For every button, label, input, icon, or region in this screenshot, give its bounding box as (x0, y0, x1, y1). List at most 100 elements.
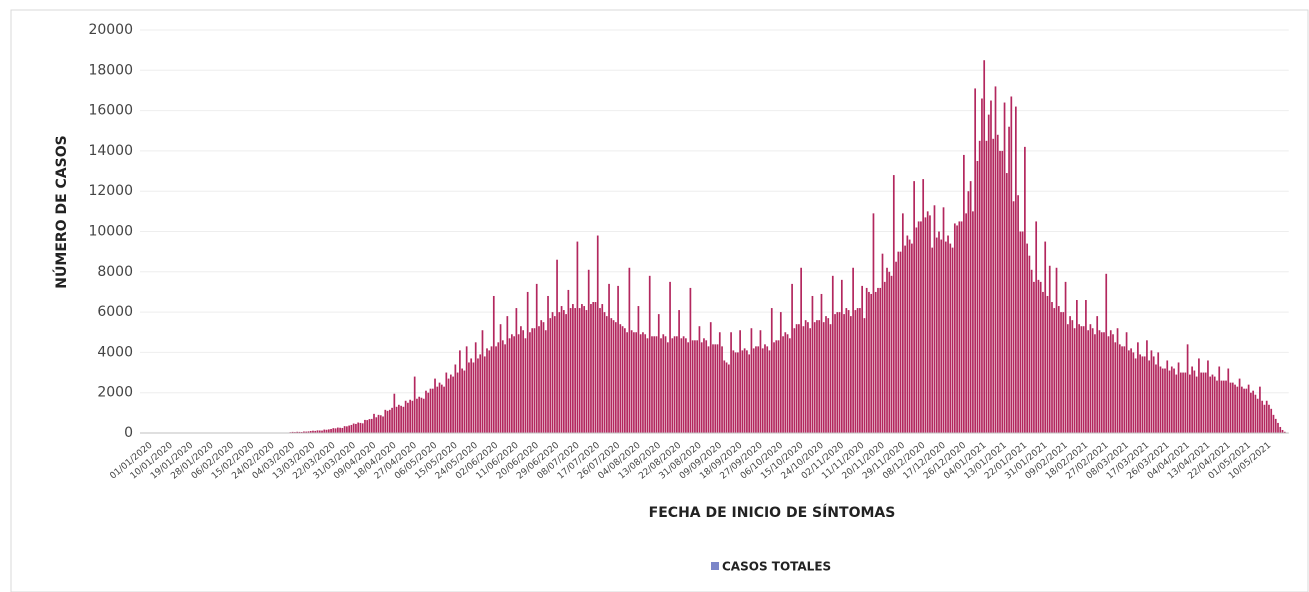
bar (431, 388, 434, 433)
bar (698, 326, 701, 433)
bar (583, 306, 586, 433)
bar (836, 312, 839, 433)
bar (506, 316, 509, 433)
bar (834, 314, 836, 433)
bar (1254, 394, 1257, 433)
bar (1261, 400, 1264, 433)
bar (972, 211, 974, 433)
bar (1137, 342, 1139, 433)
y-tick-label: 0 (124, 425, 133, 441)
bar (1186, 344, 1189, 433)
bar (813, 322, 816, 433)
bar (906, 235, 909, 433)
bar (1211, 374, 1214, 433)
bar (983, 60, 986, 433)
bar (996, 134, 999, 433)
bar (474, 342, 477, 433)
bar (477, 358, 479, 433)
bar (779, 312, 782, 433)
y-tick-label: 6000 (97, 304, 133, 320)
bar (529, 332, 531, 433)
bar (633, 332, 635, 433)
bar (1263, 404, 1266, 433)
bar (1279, 426, 1282, 433)
bar (723, 360, 726, 433)
bar (348, 425, 350, 433)
bar (330, 428, 332, 433)
bar (1193, 370, 1196, 433)
bar (895, 261, 897, 433)
bar (1073, 328, 1076, 433)
bar (1195, 376, 1198, 433)
bar (1107, 336, 1110, 433)
bar (594, 302, 597, 433)
bar (526, 291, 529, 433)
bar (1014, 106, 1017, 433)
bar (517, 334, 520, 433)
bar (325, 429, 328, 433)
bar (761, 348, 764, 433)
bar (915, 227, 918, 433)
bar (1091, 328, 1094, 433)
bar (635, 332, 638, 433)
y-tick-label: 2000 (97, 385, 133, 401)
bar (339, 427, 341, 433)
bar (926, 211, 929, 433)
bar (868, 291, 870, 433)
bar (811, 295, 814, 433)
bar (768, 350, 771, 433)
y-tick-label: 4000 (97, 344, 133, 360)
bar (872, 213, 875, 433)
bar (725, 362, 728, 433)
bar (639, 334, 642, 433)
bar (565, 314, 567, 433)
bar (703, 338, 705, 433)
bar (714, 344, 717, 433)
bar (497, 342, 500, 433)
bar (413, 376, 416, 433)
bar (1166, 360, 1169, 433)
bar (845, 308, 848, 433)
bar (1277, 422, 1279, 433)
bar (965, 213, 967, 433)
bar (520, 326, 522, 433)
bar (535, 283, 538, 433)
bar (705, 340, 708, 433)
bar (418, 396, 421, 433)
bar (1066, 324, 1069, 433)
bar (445, 372, 448, 433)
bar (1071, 320, 1074, 433)
bar (956, 225, 958, 433)
bar (863, 318, 866, 433)
bar (786, 334, 789, 433)
bar (357, 422, 360, 433)
bar (508, 338, 511, 433)
bar (298, 431, 301, 433)
bar (312, 430, 314, 433)
bar (1200, 372, 1203, 433)
bar (755, 346, 757, 433)
bar (644, 334, 647, 433)
bar (1012, 201, 1015, 433)
bar (716, 344, 719, 433)
bar (788, 338, 791, 433)
bar (1048, 265, 1051, 433)
bar (1222, 380, 1225, 433)
bar (364, 419, 366, 433)
bar (1236, 386, 1239, 433)
bar (352, 423, 355, 433)
bar (739, 330, 741, 433)
bar (585, 310, 588, 433)
bar (804, 320, 807, 433)
bar (407, 402, 409, 433)
bar (596, 235, 599, 433)
bar (838, 312, 841, 433)
bar (766, 346, 769, 433)
bar (963, 154, 965, 433)
bar (605, 316, 608, 433)
bar (924, 217, 927, 433)
bar (689, 287, 692, 433)
bar (1168, 370, 1171, 433)
bar (931, 247, 934, 433)
